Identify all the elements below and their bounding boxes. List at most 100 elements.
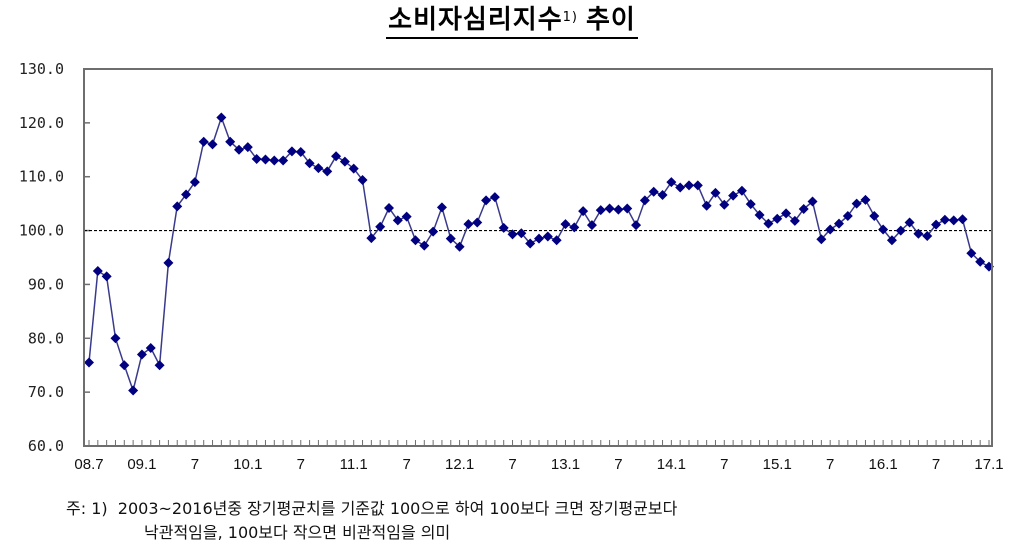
series-markers [84,112,994,396]
data-point-marker [154,360,165,371]
data-point-marker [251,153,262,164]
data-point-marker [84,357,94,368]
data-point-marker [684,180,694,191]
x-tick-label: 14.1 [657,456,686,473]
y-tick-label: 110.0 [19,168,64,186]
data-point-marker [128,385,139,396]
data-point-marker [419,240,430,251]
x-tick-label: 7 [297,456,305,473]
data-point-marker [869,211,880,222]
plot-frame [83,68,993,447]
data-point-marker [807,196,818,207]
footnote-line-1: 주: 1) 2003~2016년중 장기평균치를 기준값 100으로 하여 10… [66,497,1016,521]
x-tick-label: 13.1 [551,456,580,473]
footnote-prefix: 주: 1) [66,499,108,518]
data-point-marker [957,214,968,225]
data-point-marker [763,218,774,229]
data-point-marker [172,201,183,212]
data-point-marker [525,238,536,249]
data-point-marker [436,202,447,213]
data-point-marker [816,234,827,245]
x-tick-label: 17.1 [974,456,1003,473]
line-chart: 130.0 120.0 110.0 100.0 90.0 80.0 70.0 60.0 08.… [19,60,1004,473]
x-tick-label: 11.1 [340,456,368,473]
data-point-marker [375,221,386,232]
data-point-marker [895,225,906,236]
data-point-marker [719,199,730,210]
data-point-marker [860,194,871,205]
data-point-marker [481,195,492,206]
data-point-marker [331,151,342,162]
data-point-marker [578,206,589,217]
data-point-marker [542,231,553,242]
data-point-marker [586,220,597,231]
data-point-marker [754,209,765,220]
data-point-marker [975,256,986,267]
data-point-marker [207,139,218,150]
x-tick-label: 15.1 [763,456,792,473]
x-tick-label: 16.1 [869,456,898,473]
y-tick-label: 60.0 [28,437,64,455]
data-point-marker [357,174,368,185]
data-point-marker [913,228,924,239]
x-axis: 08.7 09.1 7 10.1 7 11.1 7 12.1 7 13.1 7 14.1 7 15.1 7 1… [74,440,1004,473]
data-point-marker [789,215,800,226]
data-point-marker [472,217,483,228]
y-axis: 130.0 120.0 110.0 100.0 90.0 80.0 70.0 60.0 [19,60,90,455]
data-point-marker [225,136,236,147]
data-point-marker [648,186,659,197]
data-point-marker [834,218,844,229]
y-tick-label: 130.0 [19,60,64,78]
data-point-marker [842,211,853,222]
data-point-marker [736,185,747,196]
x-tick-label: 08.7 [74,456,103,473]
y-tick-label: 100.0 [19,222,64,240]
data-point-marker [322,166,333,177]
data-point-marker [922,230,933,241]
data-point-marker [489,192,500,203]
chart-title-superscript: 1) [562,10,578,25]
data-point-marker [339,156,350,167]
y-tick-label: 80.0 [28,329,64,347]
data-point-marker [189,177,200,188]
data-point-marker [454,241,465,252]
data-point-marker [269,155,280,166]
data-point-marker [657,190,668,201]
data-point-marker [604,203,615,214]
x-tick-label: 7 [826,456,834,473]
data-point-marker [498,222,509,233]
data-point-marker [145,342,156,353]
data-point-marker [825,224,836,235]
y-tick-label: 70.0 [28,383,64,401]
data-point-marker [948,215,959,226]
data-point-marker [242,142,253,153]
data-point-marker [701,200,712,211]
data-point-marker [878,224,889,235]
data-point-marker [675,182,686,193]
data-point-marker [295,146,306,157]
data-point-marker [410,235,421,246]
footnote: 주: 1) 2003~2016년중 장기평균치를 기준값 100으로 하여 10… [66,497,1016,545]
data-point-marker [348,163,359,174]
data-point-marker [781,208,792,219]
data-point-marker [401,211,412,222]
data-point-marker [516,228,527,239]
data-point-marker [728,190,739,201]
data-point-marker [216,112,227,123]
data-point-marker [507,229,518,240]
footnote-text-1: 2003~2016년중 장기평균치를 기준값 100으로 하여 100보다 크면… [117,499,678,518]
data-point-marker [904,217,915,228]
data-point-marker [313,163,324,174]
data-point-marker [278,155,289,166]
data-point-marker [463,219,474,230]
data-point-marker [384,202,394,213]
x-tick-label: 7 [932,456,940,473]
data-point-marker [798,204,809,215]
data-point-marker [181,189,192,200]
data-point-marker [622,203,633,214]
data-point-marker [445,233,456,244]
chart-title-wrap: 소비자심리지수1) 추이 [0,4,1024,39]
data-point-marker [119,360,130,371]
data-point-marker [392,215,403,226]
data-point-marker [692,180,703,191]
